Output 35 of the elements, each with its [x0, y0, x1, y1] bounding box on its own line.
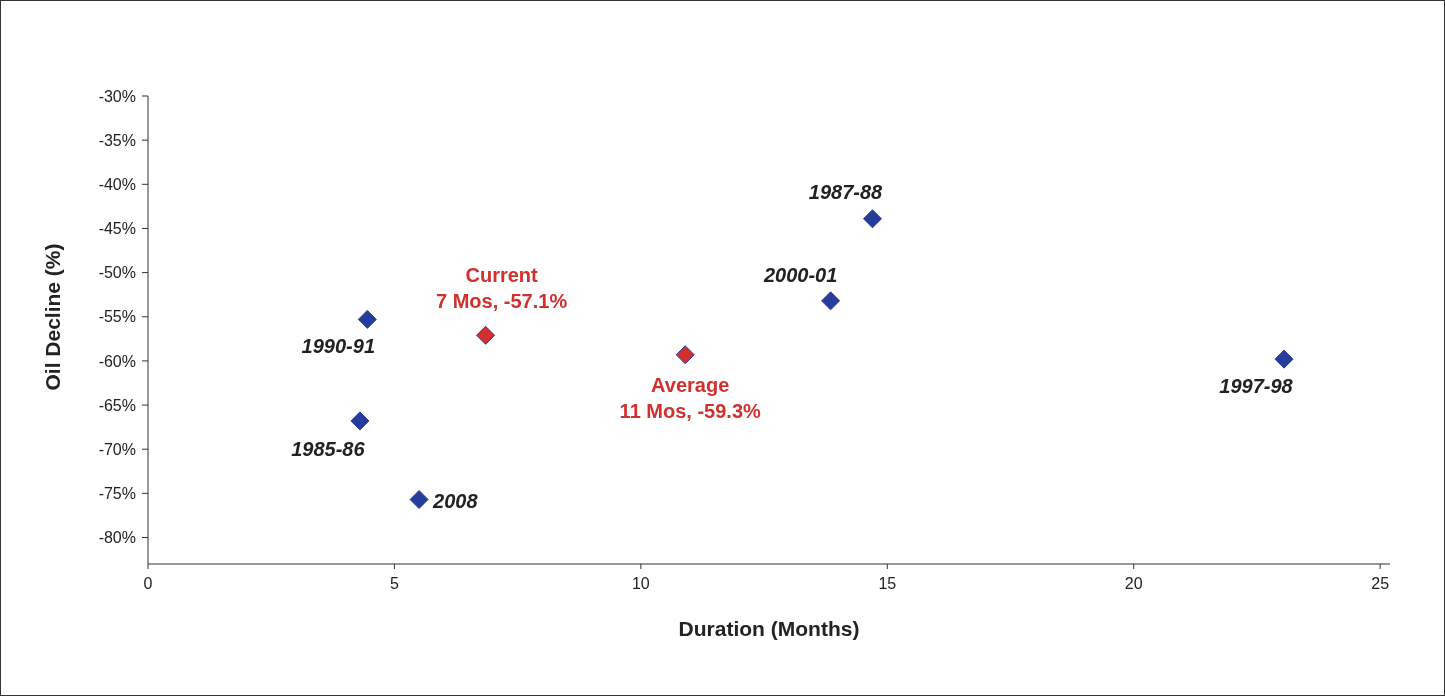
- annotation: Current 7 Mos, -57.1%: [436, 264, 568, 313]
- y-tick-label: -70%: [98, 440, 136, 458]
- y-tick-label: -55%: [98, 308, 136, 326]
- annotation: 1990-91: [301, 335, 376, 358]
- x-axis-title: Duration (Months): [678, 617, 860, 640]
- x-tick-label: 5: [389, 575, 399, 592]
- annotation: 1987-88: [808, 180, 884, 203]
- annotation: 1997-98: [1219, 375, 1294, 398]
- y-tick-label: -60%: [98, 352, 136, 370]
- annotation: 2008: [432, 489, 479, 512]
- y-tick-label: -50%: [98, 264, 136, 282]
- y-tick-label: -65%: [98, 396, 136, 414]
- x-tick-label: 0: [143, 575, 153, 592]
- point: [1274, 349, 1294, 369]
- x-tick-label: 25: [1371, 575, 1390, 592]
- annotation: 1985-86: [291, 437, 366, 460]
- y-tick-label: -80%: [98, 529, 136, 547]
- point: [409, 490, 429, 510]
- x-tick-label: 10: [631, 575, 650, 592]
- point: [350, 411, 370, 431]
- y-tick-label: -35%: [98, 131, 136, 149]
- annotation: 2000-01: [762, 263, 838, 286]
- point: [357, 309, 377, 329]
- x-tick-label: 15: [878, 575, 897, 592]
- point: [476, 325, 496, 345]
- point: [675, 345, 695, 365]
- y-tick-label: -75%: [98, 484, 136, 502]
- point: [863, 209, 882, 229]
- annotation: Average 11 Mos, -59.3%: [619, 373, 762, 422]
- x-tick-label: 20: [1124, 575, 1143, 592]
- y-tick-label: -30%: [98, 87, 136, 105]
- y-tick-label: -45%: [98, 220, 136, 238]
- y-axis-title: Oil Decline (%): [41, 243, 64, 391]
- point: [821, 291, 841, 311]
- y-tick-label: -40%: [98, 175, 136, 193]
